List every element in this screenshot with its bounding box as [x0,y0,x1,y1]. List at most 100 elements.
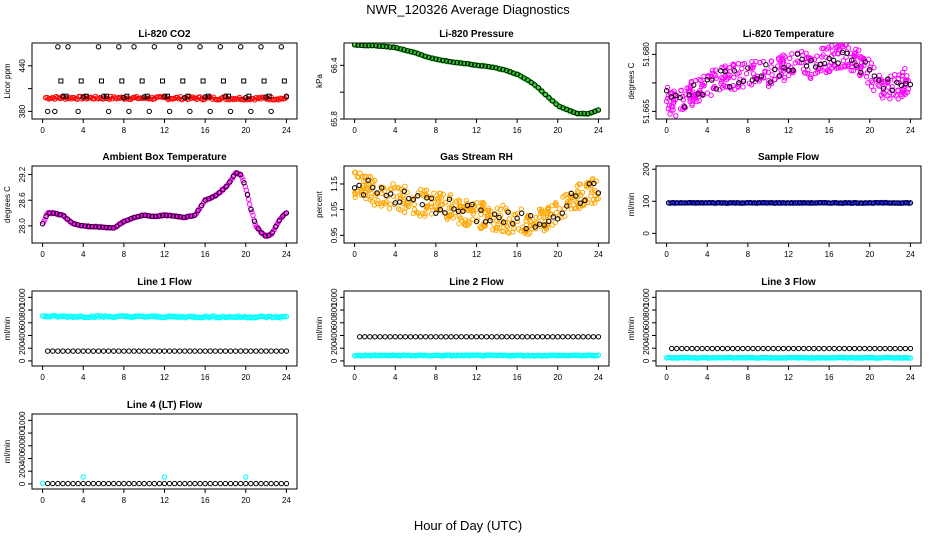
data-point [85,223,92,229]
data-point [500,67,506,73]
data-point [483,334,490,340]
x-tick-label: 20 [865,373,874,382]
data-point [374,190,380,196]
data-point [375,197,381,204]
x-tick-label: 4 [393,126,398,135]
data-point [798,48,805,55]
data-point [723,77,730,83]
data-point [754,76,760,82]
data-point [720,75,726,82]
data-point [121,348,127,354]
data-point [760,345,766,352]
data-point [366,43,372,49]
data-point [514,334,520,340]
data-point [500,228,507,235]
x-tick-label: 16 [513,250,522,259]
panel-0: Li-820 CO2 Licor ppm 0 4 8 12 16 20 24 380 440 [3,29,298,135]
data-point [486,63,492,70]
panel-title: Li-820 Pressure [439,29,514,40]
data-point [672,92,679,99]
data-point [355,174,362,181]
panel-ylabel: ml/min [627,317,636,341]
data-point [463,334,470,340]
data-point [64,216,70,222]
data-point [397,207,404,213]
data-point [907,200,914,206]
panel-title: Line 3 Flow [761,277,816,288]
data-point [450,59,457,65]
x-tick-label: 24 [906,250,915,259]
data-point [588,193,594,199]
data-point [135,213,141,220]
data-point [782,53,788,60]
data-point [740,84,746,90]
data-point [821,60,828,67]
y-tick-label: 400 [18,328,27,342]
panel-2: Li-820 Temperature degrees C 0 4 8 12 16 20 24 51… [627,29,922,135]
data-point [253,480,259,487]
panel-ylabel: ml/min [315,317,324,341]
x-tick-label: 24 [282,250,291,259]
data-point [166,348,173,354]
data-point [246,93,252,99]
data-point [248,348,254,354]
x-tick-label: 4 [393,250,398,259]
y-tick-label: 400 [642,328,651,342]
data-point [477,224,483,230]
x-tick-label: 0 [664,126,669,135]
x-tick-label: 20 [241,126,250,135]
data-point [241,78,247,84]
data-point [126,480,132,487]
x-tick-label: 24 [282,373,291,382]
data-point [401,209,408,215]
x-tick-label: 0 [352,373,357,382]
data-point [542,91,549,98]
data-point [858,69,864,76]
data-point [44,108,51,115]
data-point [200,78,206,84]
data-point [197,480,203,487]
data-point [283,313,290,320]
data-point [174,94,181,101]
data-point [85,348,92,354]
data-point [792,60,798,66]
data-point [378,185,385,191]
y-tick-label: 800 [330,303,339,317]
data-point [555,334,561,340]
data-point [443,334,449,340]
data-point [197,44,203,50]
data-point [899,69,906,76]
panel-1: Li-820 Pressure kPa 0 4 8 12 16 20 24 65.8 66.4 [315,29,610,135]
data-point [553,101,559,107]
data-point [95,44,102,50]
data-point [421,191,427,197]
data-point [562,213,568,219]
data-point [177,480,183,487]
panel-8: Line 3 Flow ml/min 0 4 8 12 16 20 24 0 20040060080… [627,277,922,382]
data-point [428,195,435,202]
data-point [546,218,552,225]
data-point [472,62,478,68]
data-point [43,213,49,219]
data-point [755,345,761,352]
data-point [382,201,389,207]
data-point [750,345,756,352]
data-point [775,345,782,352]
data-point [478,207,484,213]
data-point [253,348,259,354]
data-point [410,196,416,203]
data-point [789,51,795,57]
data-point [808,71,814,78]
data-point [856,345,863,352]
data-point [142,212,148,218]
data-point [184,214,191,220]
data-point [465,61,471,67]
data-point [166,480,173,487]
x-tick-label: 0 [40,250,45,259]
data-point [244,192,251,198]
data-point [565,334,571,340]
data-point [567,108,573,114]
data-point [781,64,787,71]
data-point [262,233,268,239]
data-point [727,83,733,90]
